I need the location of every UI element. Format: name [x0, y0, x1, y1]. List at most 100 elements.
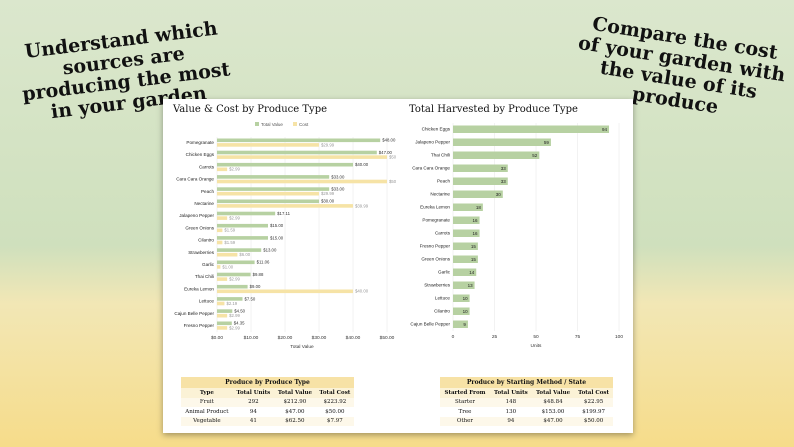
bar: [217, 211, 276, 216]
data-label: 33: [501, 166, 507, 171]
column-header: Total Units: [232, 388, 275, 398]
column-header: Total Cost: [315, 388, 354, 398]
bar: [453, 203, 483, 211]
data-label: $11.06: [257, 260, 270, 265]
table-row: Starter 148 $48.84 $22.95: [440, 397, 613, 407]
data-label: $9.88: [253, 272, 264, 277]
bar: [217, 228, 223, 233]
category-label: Green Onions: [421, 257, 450, 262]
x-tick-label: $40.00: [346, 335, 361, 341]
bar: [217, 309, 233, 313]
data-label: 16: [473, 218, 479, 223]
table-cell: 41: [232, 416, 275, 426]
bar: [217, 155, 387, 159]
data-label: 10: [463, 309, 469, 314]
x-axis-label: Units: [531, 343, 543, 349]
table-cell: $62.50: [274, 416, 316, 426]
table-row: Other 94 $47.00 $50.00: [440, 416, 613, 426]
bar: [217, 260, 255, 265]
data-label: 14: [469, 270, 475, 275]
starting-method-table: Produce by Starting Method / State Start…: [440, 377, 613, 426]
category-label: Jalapeno Pepper: [415, 140, 450, 145]
category-label: Strawberries: [188, 250, 214, 255]
data-label: $4.50: [234, 309, 245, 314]
table-cell: Tree: [440, 407, 490, 417]
column-header: Total Value: [274, 388, 316, 398]
category-label: Strawberries: [424, 283, 450, 288]
data-label: 59: [544, 140, 550, 145]
table-cell: Starter: [440, 397, 490, 407]
harvest-chart: 0 25 50 75 100 Units Chicken Eggs 94 Jalapeno Pe…: [410, 123, 623, 349]
table-cell: $7.97: [315, 416, 354, 426]
data-label: 16: [473, 231, 479, 236]
category-label: Cara Cara Orange: [176, 177, 214, 182]
category-label: Peach: [201, 189, 214, 194]
bar: [217, 150, 377, 155]
column-header: Total Cost: [574, 388, 613, 398]
table-cell: $22.95: [574, 397, 613, 407]
bar: [217, 204, 353, 208]
bar: [217, 284, 248, 289]
data-label: $1.00: [222, 264, 233, 269]
bar: [217, 143, 319, 147]
value-cost-chart-title: Value & Cost by Produce Type: [173, 104, 328, 115]
bar: [217, 321, 232, 326]
table-caption: Produce by Starting Method / State: [440, 377, 613, 388]
data-label: $4.35: [234, 321, 245, 326]
table-cell: 94: [232, 407, 275, 417]
table-cell: $153.00: [531, 407, 575, 417]
bar: [217, 248, 262, 252]
data-label: $15.00: [270, 235, 284, 240]
category-label: Lettuce: [199, 299, 215, 304]
produce-type-table: Produce by Produce Type Type Total Units…: [181, 377, 354, 426]
data-label: $1.59: [224, 240, 235, 245]
table-cell: $212.90: [274, 397, 316, 407]
data-label: $9.00: [250, 284, 261, 289]
bar: [217, 216, 228, 220]
category-label: Fresno Pepper: [420, 244, 451, 249]
x-tick-label: $50.00: [380, 335, 395, 341]
category-label: Cilantro: [434, 309, 450, 314]
bar: [453, 294, 470, 302]
bar: [453, 151, 540, 159]
column-header: Type: [181, 388, 233, 398]
table-cell: $47.00: [274, 407, 316, 417]
data-label: 9: [463, 322, 466, 327]
table-cell: $47.00: [531, 416, 575, 426]
table-row: Animal Product 94 $47.00 $50.00: [181, 407, 354, 417]
column-header: Total Units: [489, 388, 532, 398]
data-label: $50: [389, 179, 397, 184]
data-label: 18: [476, 205, 482, 210]
category-label: Nectarine: [430, 192, 450, 197]
data-label: 52: [532, 153, 538, 158]
data-label: $7.50: [245, 296, 256, 301]
table-cell: 292: [232, 397, 275, 407]
legend-swatch: [293, 122, 297, 126]
bar: [217, 297, 243, 301]
data-label: $15.00: [270, 223, 284, 228]
bar: [217, 236, 268, 240]
table-row: Vegetable 41 $62.50 $7.97: [181, 416, 354, 426]
category-label: Cara Cara Orange: [412, 166, 450, 171]
category-label: Garlic: [202, 262, 215, 267]
legend-label: Total Value: [261, 122, 283, 127]
bar: [217, 138, 381, 143]
column-header: Total Value: [531, 388, 575, 398]
bar: [453, 255, 478, 263]
table-caption: Produce by Produce Type: [181, 377, 354, 388]
bar: [217, 179, 387, 184]
x-tick-label: 0: [452, 334, 455, 340]
table-row: Fruit 292 $212.90 $223.92: [181, 397, 354, 407]
category-label: Eureka Lemon: [184, 286, 214, 291]
bar: [217, 167, 228, 172]
bar: [217, 265, 221, 269]
data-label: $50: [389, 155, 397, 160]
data-label: $29.99: [321, 191, 335, 196]
bar: [453, 229, 480, 237]
bar: [217, 223, 268, 228]
data-label: $30.00: [321, 199, 335, 204]
category-label: Garlic: [438, 270, 451, 275]
data-label: $39.99: [355, 203, 369, 208]
x-tick-label: 25: [492, 334, 498, 340]
data-label: $40.00: [355, 162, 369, 167]
